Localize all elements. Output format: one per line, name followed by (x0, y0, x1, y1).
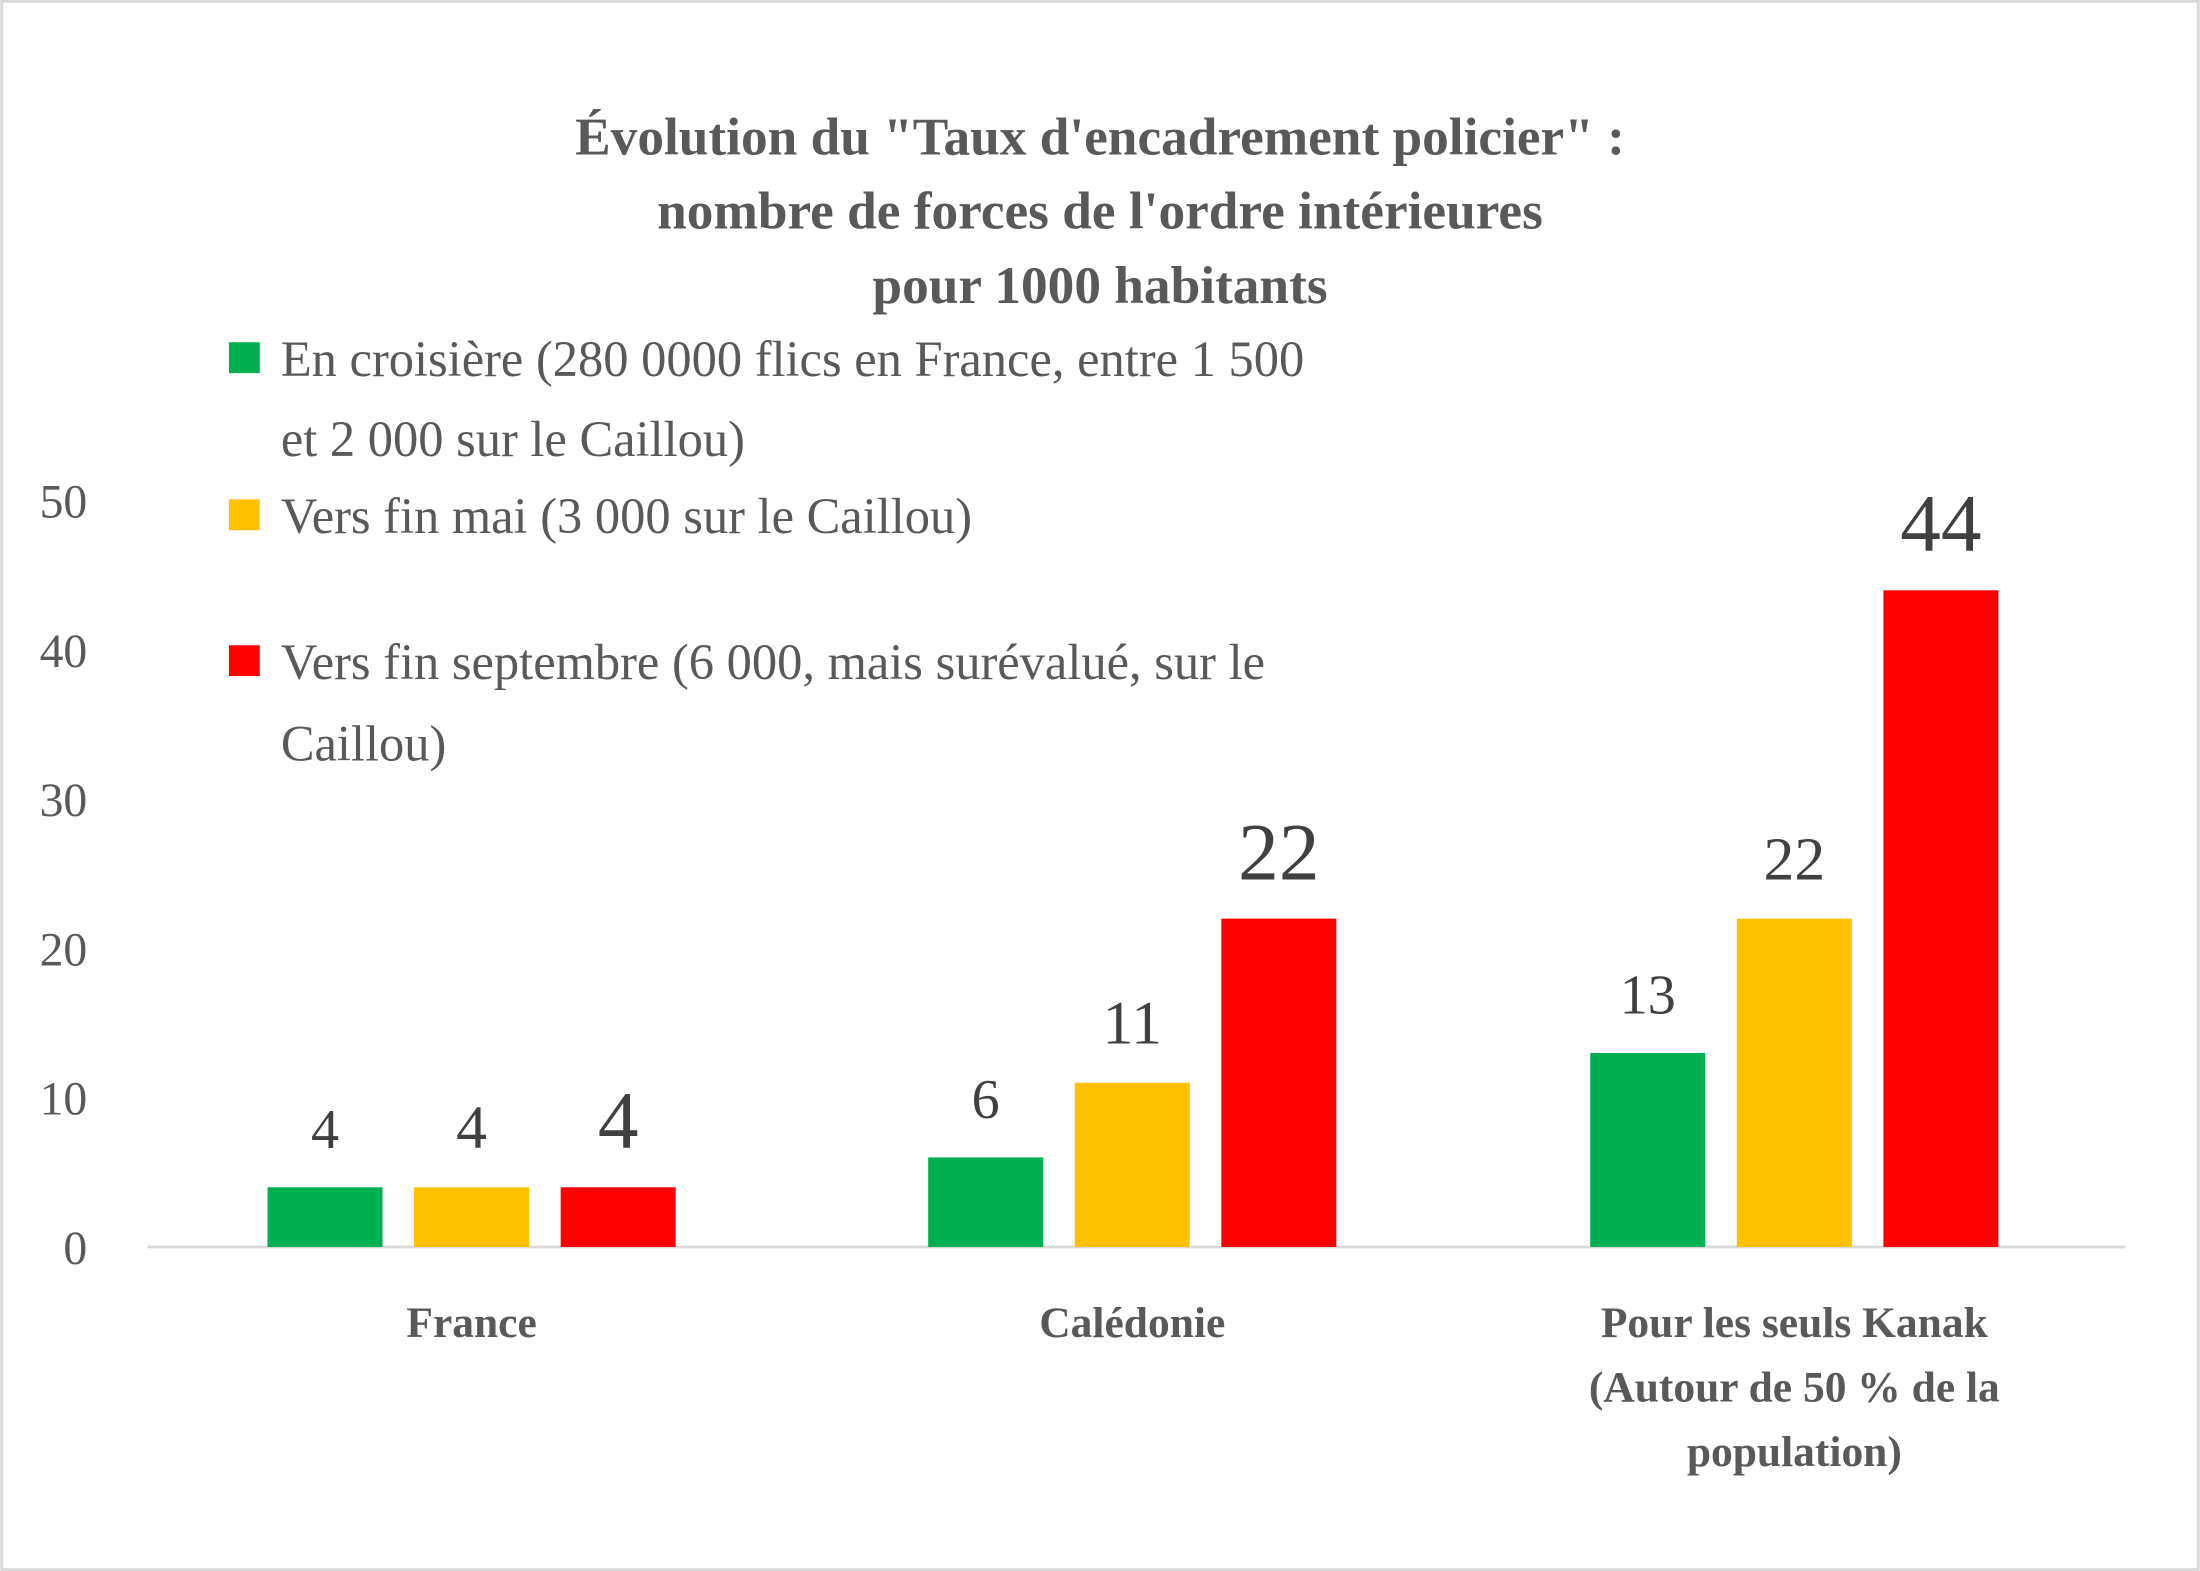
data-label: 44 (1900, 479, 1981, 569)
bar (1074, 1082, 1190, 1247)
legend: En croisière (280 0000 flics en France, … (228, 331, 1304, 771)
bars: 4 6 13 4 11 22 4 22 44 (267, 479, 1999, 1247)
bar (1221, 918, 1337, 1247)
data-label: 4 (311, 1099, 339, 1161)
bar (1883, 590, 1999, 1247)
data-label: 13 (1620, 965, 1676, 1027)
data-label: 4 (456, 1094, 487, 1162)
bar (1736, 918, 1852, 1247)
data-label: 11 (1103, 990, 1162, 1058)
data-label: 22 (1238, 807, 1319, 897)
data-label: 6 (972, 1069, 1000, 1131)
data-label: 4 (598, 1076, 639, 1166)
title-line: pour 1000 habitants (872, 256, 1327, 315)
bar (267, 1187, 383, 1247)
x-category-label: France (406, 1299, 536, 1347)
legend-item: En croisière (280 0000 flics en France, … (228, 331, 1304, 467)
y-tick-label: 10 (40, 1074, 88, 1126)
legend-label: Vers fin mai (3 000 sur le Caillou) (281, 488, 972, 544)
legend-item: Vers fin septembre (6 000, mais surévalu… (228, 634, 1265, 771)
y-axis: 0 10 20 30 40 50 (40, 477, 88, 1275)
x-category-label: Calédonie (1039, 1299, 1225, 1347)
bar (1590, 1052, 1706, 1247)
x-category-label: (Autour de 50 % de la (1589, 1363, 2000, 1411)
title-line: Évolution du "Taux d'encadrement policie… (575, 107, 1625, 166)
data-label: 22 (1763, 825, 1825, 893)
x-category-label: population) (1687, 1428, 1902, 1476)
legend-label: En croisière (280 0000 flics en France, … (281, 331, 1304, 387)
bar (414, 1187, 530, 1247)
bar (928, 1157, 1044, 1247)
x-axis: France Calédonie Pour les seuls Kanak (Auto… (406, 1299, 2000, 1476)
legend-label: Vers fin septembre (6 000, mais surévalu… (281, 634, 1265, 690)
y-tick-label: 20 (40, 924, 88, 976)
y-tick-label: 0 (63, 1223, 87, 1275)
chart-title: Évolution du "Taux d'encadrement policie… (575, 107, 1625, 315)
y-tick-label: 50 (40, 477, 88, 529)
legend-item: Vers fin mai (3 000 sur le Caillou) (228, 488, 972, 544)
legend-swatch (228, 645, 260, 677)
legend-label: et 2 000 sur le Caillou) (281, 411, 745, 467)
legend-swatch (228, 499, 260, 531)
y-tick-label: 30 (40, 775, 88, 827)
legend-label: Caillou) (281, 715, 446, 771)
bar (560, 1187, 676, 1247)
title-line: nombre de forces de l'ordre intérieures (657, 182, 1543, 241)
y-tick-label: 40 (40, 626, 88, 678)
legend-swatch (228, 342, 260, 374)
x-category-label: Pour les seuls Kanak (1601, 1299, 1989, 1347)
